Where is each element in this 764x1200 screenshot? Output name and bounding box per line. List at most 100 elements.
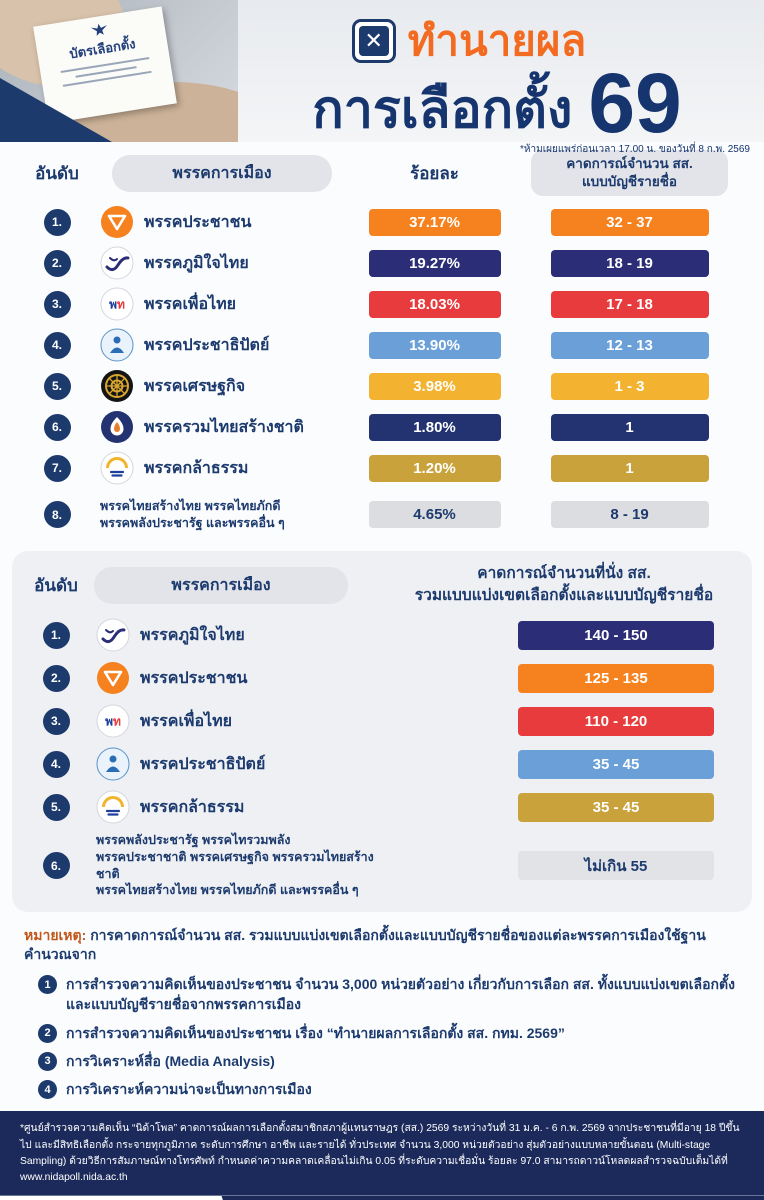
rank-badge: 3.: [43, 290, 71, 318]
rank-badge: 4.: [43, 331, 71, 359]
table-row: 3. พท พรรคเพื่อไทย 110 - 120: [24, 703, 740, 740]
party-name: พรรคเพื่อไทย: [144, 295, 237, 313]
ballot-x-icon: ✕: [351, 19, 396, 63]
table1-header: อันดับ พรรคการเมือง ร้อยละ คาดการณ์จำนวน…: [22, 150, 742, 197]
party-name: พรรคพลังประชารัฐ พรรคไทรวมพลัง พรรคประชาช…: [96, 832, 374, 898]
total-seats-box: 110 - 120: [518, 706, 714, 736]
note-text: การสำรวจความคิดเห็นของประชาชน เรื่อง “ทำ…: [66, 1024, 565, 1041]
rank-badge: 3.: [42, 707, 70, 735]
total-seats-box: ไม่เกิน 55: [518, 851, 714, 881]
rank-badge: 1.: [42, 621, 70, 649]
total-seats-table: อันดับ พรรคการเมือง คาดการณ์จำนวนที่นั่ง…: [12, 551, 752, 912]
percent-box: 3.98%: [368, 372, 501, 400]
seats-box: 12 - 13: [550, 331, 709, 359]
table-row: 5. พรรคกล้าธรรม 35 - 45: [24, 789, 740, 826]
bhumjaithai-logo: [100, 246, 134, 280]
percent-box: 4.65%: [368, 501, 501, 529]
note-item: 4 การวิเคราะห์ความน่าจะเป็นทางการเมือง: [38, 1079, 740, 1100]
table2-header: อันดับ พรรคการเมือง คาดการณ์จำนวนที่นั่ง…: [24, 563, 740, 606]
percent-box: 1.20%: [368, 454, 501, 482]
title-year: 69: [588, 56, 682, 150]
bottom-bar: ติดตามการรายงานผลโพลทุกสัปดาห์ NIDA Poll…: [0, 1194, 764, 1200]
klatham-logo: [100, 451, 134, 485]
table-row: 8. พรรคไทยสร้างไทย พรรคไทยภักดี พรรคพลังปร…: [22, 491, 742, 538]
seats-box: 17 - 18: [550, 290, 709, 318]
col-rank: อันดับ: [35, 163, 79, 183]
note-label: หมายเหตุ:: [24, 926, 87, 943]
seats-box: 8 - 19: [550, 501, 709, 529]
note-items: 1 การสำรวจความคิดเห็นของประชาชน จำนวน 3,0…: [24, 974, 740, 1100]
percent-box: 13.90%: [368, 331, 501, 359]
col-rank: อันดับ: [34, 575, 78, 595]
x-mark-icon: ✕: [358, 26, 389, 56]
ballot-paper: บัตรเลือกตั้ง: [33, 6, 177, 124]
seats-box: 18 - 19: [550, 249, 709, 277]
rank-badge: 8.: [43, 501, 71, 529]
table-row: 7. พรรคกล้าธรรม 1.20% 1: [22, 450, 742, 486]
note-item: 1 การสำรวจความคิดเห็นของประชาชน จำนวน 3,0…: [38, 974, 740, 1015]
bhumjaithai-logo: [96, 618, 130, 652]
col-seats-line1: คาดการณ์จำนวน สส.: [566, 156, 693, 171]
party-name: พรรคไทยสร้างไทย พรรคไทยภักดี พรรคพลังประช…: [100, 499, 285, 530]
table-row: 1. พรรคภูมิใจไทย 140 - 150: [24, 617, 740, 654]
table-row: 2. พรรคประชาชน 125 - 135: [24, 660, 740, 697]
total-seats-box: 35 - 45: [518, 792, 714, 822]
party-name: พรรคภูมิใจไทย: [140, 626, 245, 644]
note-text: การวิเคราะห์สื่อ (Media Analysis): [66, 1052, 275, 1069]
rank-badge: 5.: [43, 372, 71, 400]
rank-badge: 4.: [42, 750, 70, 778]
seats-box: 1: [550, 413, 709, 441]
rank-badge: 2.: [43, 249, 71, 277]
header: บัตรเลือกตั้ง ✕ ทำนายผล การเลือกตั้ง 69 …: [0, 0, 764, 155]
nida-poll-logo: NIDA Poll โพลแห่งแรกในประเทศไทย: [0, 1195, 238, 1200]
party-list-table: อันดับ พรรคการเมือง ร้อยละ คาดการณ์จำนวน…: [0, 142, 764, 547]
percent-box: 1.80%: [368, 413, 501, 441]
col-percent: ร้อยละ: [410, 163, 459, 183]
note-text: การสำรวจความคิดเห็นของประชาชน จำนวน 3,00…: [66, 976, 735, 1013]
seats-box: 32 - 37: [550, 208, 709, 236]
total-seats-box: 35 - 45: [518, 749, 714, 779]
svg-text:พท: พท: [105, 715, 121, 729]
note-intro: การคาดการณ์จำนวน สส. รวมแบบแบ่งเขตเลือกต…: [24, 926, 706, 963]
table2-rows: 1. พรรคภูมิใจไทย 140 - 150 2. พรรคประชาชน 125…: [24, 617, 740, 898]
note-number-badge: 1: [38, 975, 57, 994]
setthakij-logo: [100, 369, 134, 403]
seats-box: 1: [550, 454, 709, 482]
table-row: 4. พรรคประชาธิปัตย์ 35 - 45: [24, 746, 740, 783]
table-row: 3. พท พรรคเพื่อไทย 18.03% 17 - 18: [22, 286, 742, 322]
percent-box: 37.17%: [368, 208, 501, 236]
party-name: พรรคกล้าธรรม: [140, 798, 245, 816]
party-name: พรรคประชาธิปัตย์: [140, 755, 266, 773]
table-row: 1. พรรคประชาชน 37.17% 32 - 37: [22, 204, 742, 240]
col-total-seats: คาดการณ์จำนวนที่นั่ง สส. รวมแบบแบ่งเขตเลื…: [388, 563, 740, 606]
col-total-seats-line1: คาดการณ์จำนวนที่นั่ง สส.: [477, 565, 651, 583]
col-party: พรรคการเมือง: [112, 154, 332, 192]
note-number-badge: 3: [38, 1051, 57, 1071]
title-line1: ทำนายผล: [407, 17, 587, 64]
table1-rows: 1. พรรคประชาชน 37.17% 32 - 37 2. พรรคภูมิใจไท…: [22, 204, 742, 538]
party-name: พรรครวมไทยสร้างชาติ: [144, 418, 304, 436]
note-item: 3 การวิเคราะห์สื่อ (Media Analysis): [38, 1051, 740, 1071]
democrat-logo: [100, 328, 134, 362]
ballot-text-line: [62, 70, 152, 87]
people-party-logo: [96, 661, 130, 695]
col-party: พรรคการเมือง: [94, 566, 348, 604]
note-text: การวิเคราะห์ความน่าจะเป็นทางการเมือง: [66, 1081, 312, 1098]
total-seats-box: 140 - 150: [518, 620, 714, 650]
notes: หมายเหตุ: การคาดการณ์จำนวน สส. รวมแบบแบ่…: [0, 912, 764, 1112]
title-block: ✕ ทำนายผล การเลือกตั้ง 69 *ห้ามเผยแพร่ก่…: [238, 8, 756, 157]
rank-badge: 7.: [43, 454, 71, 482]
garuda-emblem-icon: [90, 23, 107, 36]
pheuthai-logo: พท: [96, 704, 130, 738]
party-name: พรรคเพื่อไทย: [140, 712, 233, 730]
party-name: พรรคเศรษฐกิจ: [144, 377, 246, 395]
embargo-note: *ห้ามเผยแพร่ก่อนเวลา 17.00 น. ของวันที่ …: [520, 144, 750, 156]
title-line2: การเลือกตั้ง: [312, 80, 573, 139]
table-row: 5. พรรคเศรษฐกิจ 3.98% 1 - 3: [22, 368, 742, 404]
svg-text:พท: พท: [109, 298, 125, 312]
ballot-photo: บัตรเลือกตั้ง: [0, 0, 238, 142]
note-number-badge: 2: [38, 1023, 57, 1043]
rank-badge: 1.: [43, 208, 71, 236]
party-name: พรรคภูมิใจไทย: [144, 254, 249, 272]
